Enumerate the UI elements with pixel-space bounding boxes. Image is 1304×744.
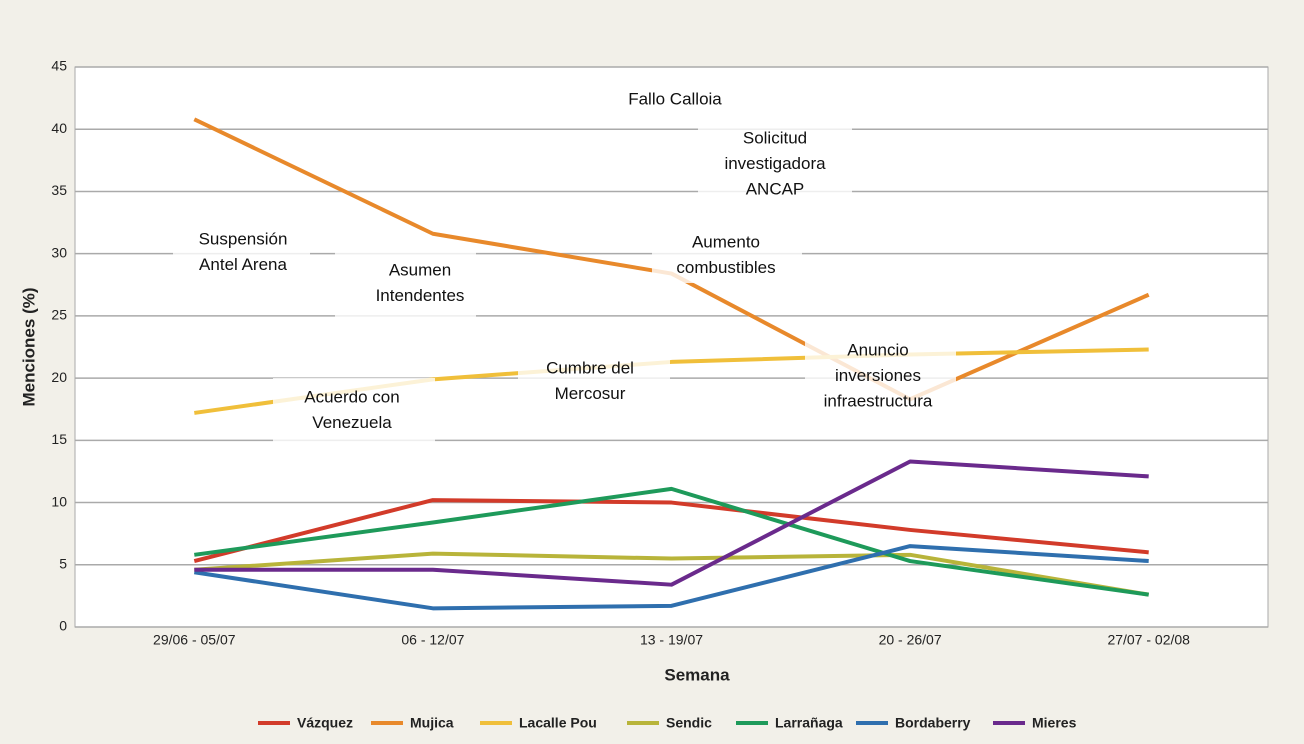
annotation-box [518, 355, 670, 408]
annotation-text: Fallo Calloia [628, 89, 722, 108]
series-line [193, 498, 1149, 563]
annotation-text: Anuncio [847, 340, 908, 359]
y-tick-label: 35 [51, 182, 67, 198]
annotation-box [652, 228, 802, 283]
legend-label: Lacalle Pou [519, 715, 597, 731]
x-tick-label: 13 - 19/07 [640, 632, 703, 648]
annotation-box [594, 80, 752, 118]
series-line [194, 551, 1150, 597]
series-line [194, 486, 1149, 597]
legend-label: Vázquez [297, 715, 353, 731]
annotation-text: infraestructura [824, 391, 933, 410]
annotation-text: ANCAP [746, 179, 805, 198]
y-axis-title: Menciones (%) [19, 287, 38, 406]
y-tick-label: 30 [51, 244, 67, 260]
annotation-text: Suspensión [199, 229, 288, 248]
y-tick-label: 45 [51, 58, 67, 74]
x-tick-label: 27/07 - 02/08 [1107, 632, 1190, 648]
annotation-text: Asumen [389, 260, 451, 279]
legend-label: Sendic [666, 715, 712, 731]
x-axis-title: Semana [664, 665, 730, 684]
x-tick-label: 06 - 12/07 [401, 632, 464, 648]
y-tick-label: 0 [59, 618, 67, 634]
series-line [194, 544, 1149, 611]
y-tick-label: 15 [51, 431, 67, 447]
annotation-box [805, 335, 956, 417]
annotation-text: Solicitud [743, 128, 807, 147]
legend-label: Larrañaga [775, 715, 843, 731]
legend-label: Mujica [410, 715, 454, 731]
annotation-text: investigadora [724, 154, 826, 173]
annotation-text: Mercosur [555, 384, 626, 403]
legend-label: Mieres [1032, 715, 1077, 731]
annotation-box [173, 216, 310, 282]
plot-area [74, 66, 1269, 628]
x-tick-label: 20 - 26/07 [879, 632, 942, 648]
y-tick-label: 10 [51, 493, 67, 509]
y-tick-label: 20 [51, 369, 67, 385]
annotation-box [335, 250, 476, 318]
annotation-text: Antel Arena [199, 255, 287, 274]
annotation-text: Acuerdo con [304, 387, 399, 406]
annotation-text: combustibles [676, 258, 775, 277]
annotation-box [698, 123, 852, 202]
annotation-text: Aumento [692, 232, 760, 251]
annotation-box [273, 378, 435, 442]
y-tick-label: 5 [59, 555, 67, 571]
x-tick-label: 29/06 - 05/07 [153, 632, 236, 648]
annotation-text: Cumbre del [546, 358, 634, 377]
annotation-text: Venezuela [312, 413, 392, 432]
series-line [194, 459, 1149, 587]
annotation-text: inversiones [835, 366, 921, 385]
y-tick-label: 40 [51, 120, 67, 136]
legend-label: Bordaberry [895, 715, 971, 731]
y-tick-label: 25 [51, 307, 67, 323]
annotation-text: Intendentes [376, 286, 465, 305]
